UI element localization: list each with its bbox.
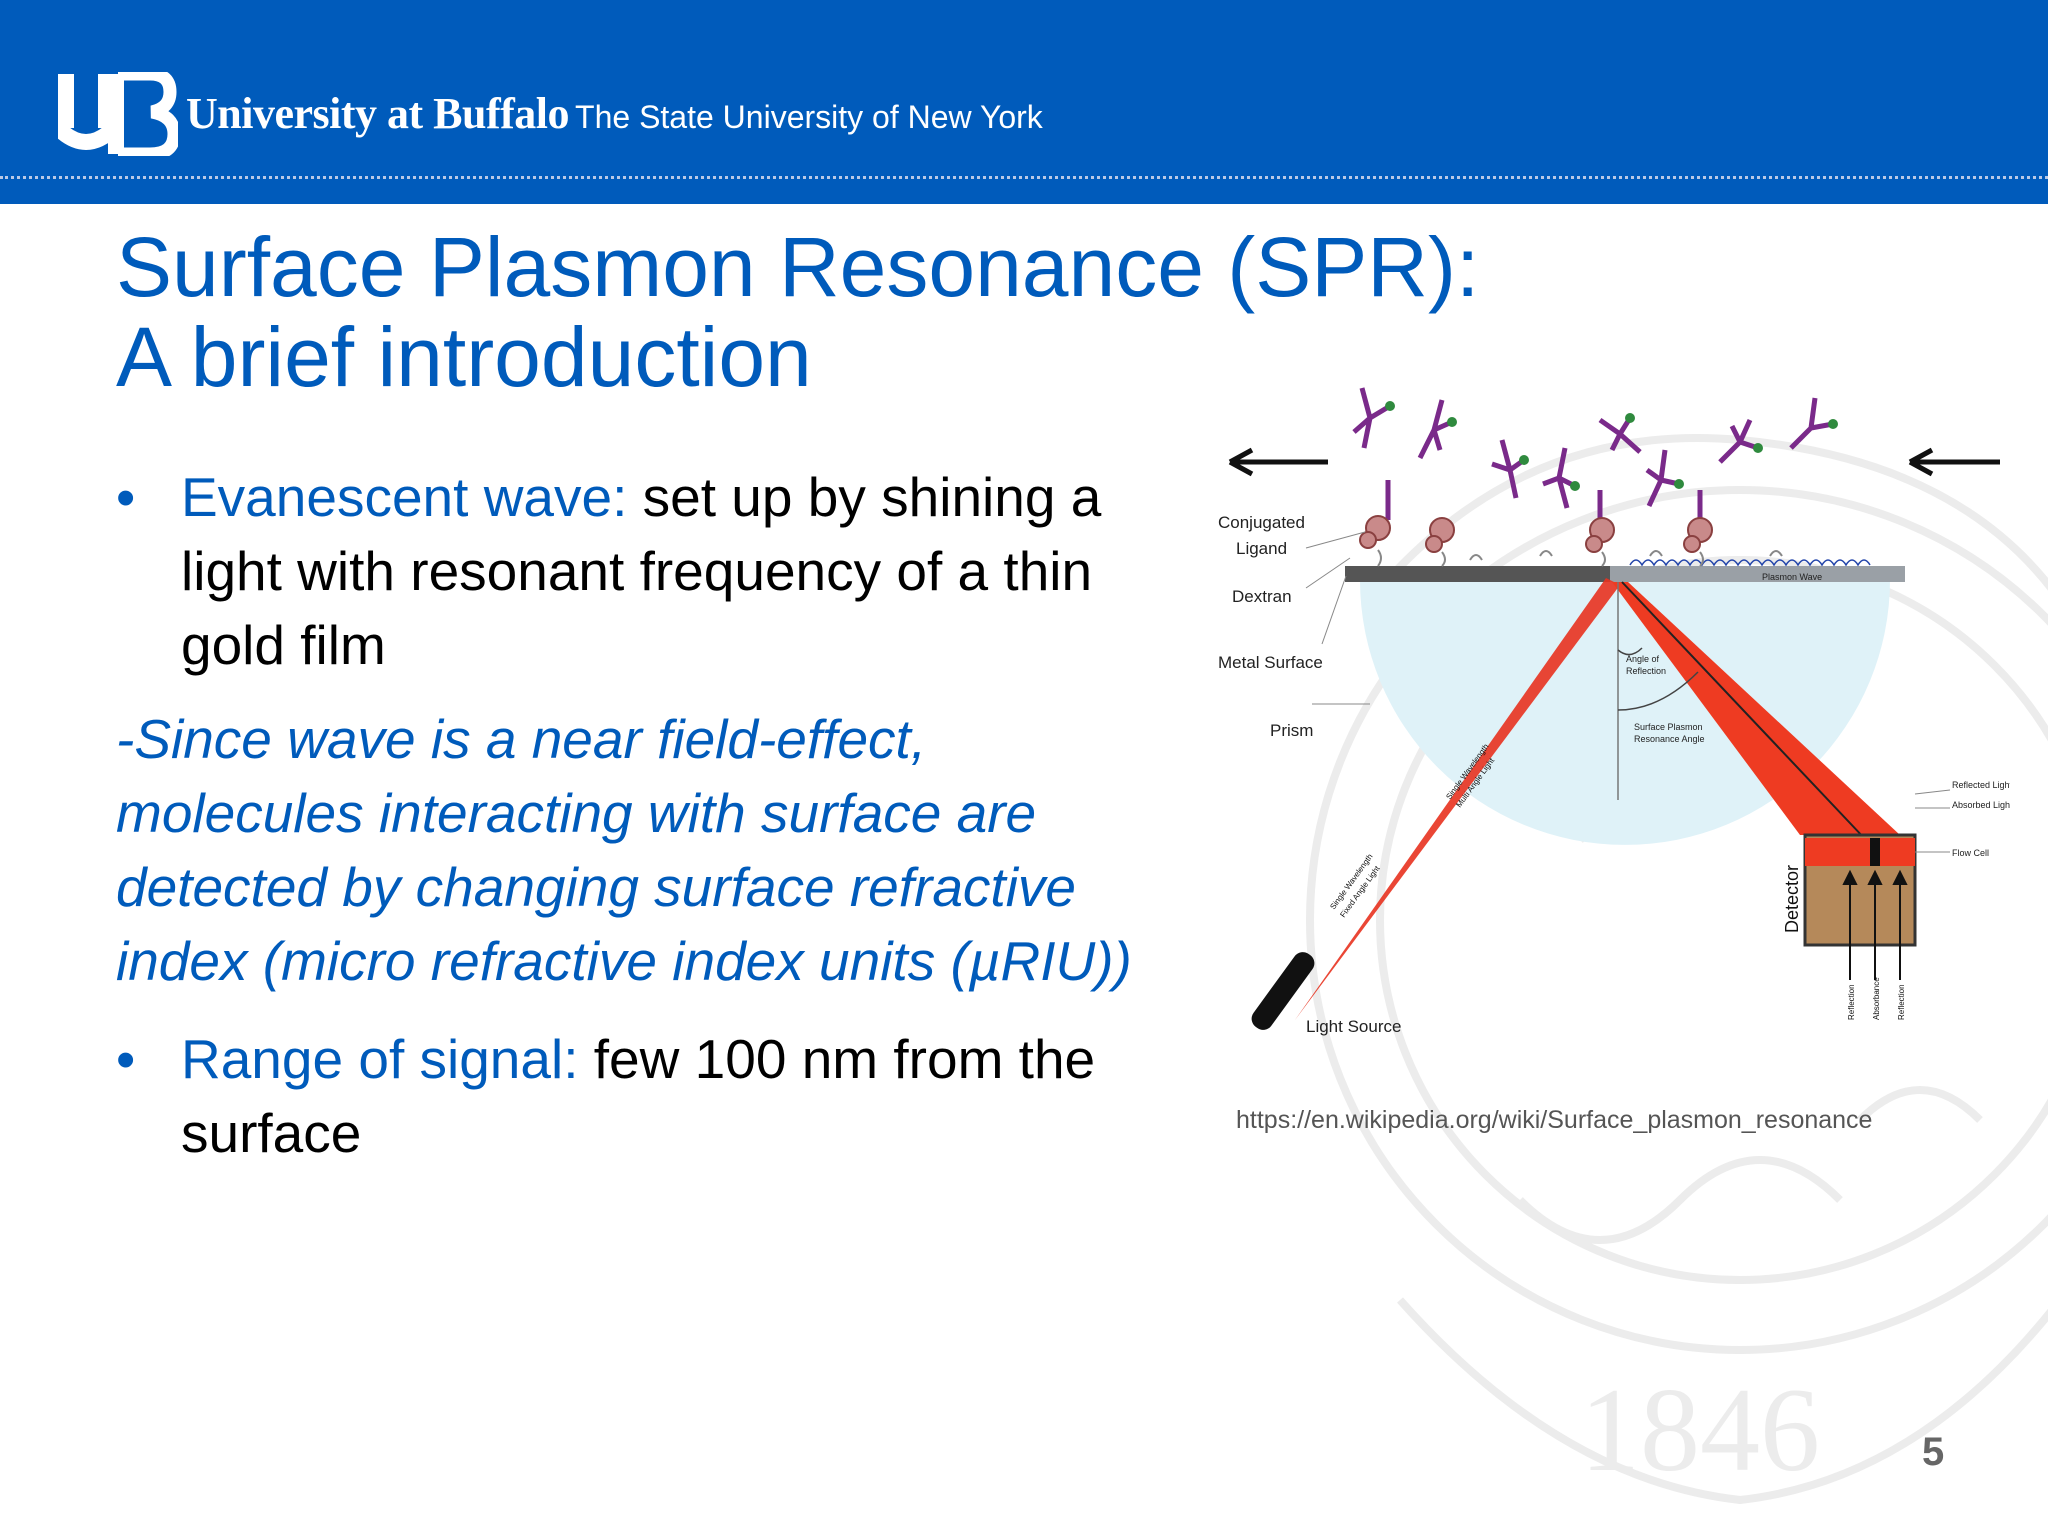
university-seal-watermark-icon: 1846 (1306, 434, 2048, 1505)
light-source-icon (1251, 952, 1315, 1030)
conjugated-ligand-icons (1359, 515, 1713, 553)
label-conjugated: Conjugated (1218, 513, 1305, 532)
header-bar: University at Buffalo The State Universit… (0, 0, 2048, 204)
bullet-dot-icon: • (116, 466, 136, 528)
label-light-source: Light Source (1306, 1017, 1401, 1036)
source-url-caption: https://en.wikipedia.org/wiki/Surface_pl… (1236, 1106, 1873, 1134)
label-prism: Prism (1270, 721, 1313, 740)
slide-content: • Evanescent wave: set up by shining a li… (116, 460, 1146, 1170)
near-field-note: -Since wave is a near field-effect, mole… (116, 708, 1132, 992)
label-arrow-reflection: Reflection (1847, 984, 1856, 1020)
label-absorbed-light: Absorbed Light (1952, 800, 2010, 810)
watermark-year: 1846 (1580, 1363, 1820, 1496)
brand-subtitle: The State University of New York (575, 99, 1043, 135)
bullet-lead: Evanescent wave: (181, 466, 628, 528)
label-reflection: Reflection (1626, 666, 1666, 676)
slide-title-line-2: A brief introduction (116, 310, 812, 404)
bullet-range-of-signal: • Range of signal: few 100 nm from the su… (116, 1022, 1146, 1170)
detector-arrow-icons (1842, 869, 1908, 980)
label-metal-surface: Metal Surface (1218, 653, 1323, 672)
label-ligand: Ligand (1236, 539, 1287, 558)
bullet-dot-icon: • (116, 1028, 136, 1090)
brand-name: University at Buffalo (186, 89, 570, 138)
label-detector: Detector (1782, 865, 1802, 933)
reflected-ray-line (1621, 581, 1867, 841)
brand-text: University at Buffalo The State Universit… (186, 88, 1043, 139)
dextran-chain-icons (1377, 549, 1783, 567)
label-arrow-reflection-2: Reflection (1897, 984, 1906, 1020)
left-arrow-icon (1228, 447, 1328, 477)
label-reflected-light: Reflected Light (1952, 780, 2010, 790)
ub-logo-icon (58, 72, 178, 156)
reflected-beam (1612, 582, 1900, 835)
bullet-text: set up by shining a light with resonant … (181, 466, 1102, 676)
slide-title: Surface Plasmon Resonance (SPR): A brief… (116, 222, 1479, 402)
label-surface-plasmon: Surface Plasmon (1634, 722, 1703, 732)
bullet-text: few 100 nm from the surface (181, 1028, 1096, 1164)
label-plasmon-wave: Plasmon Wave (1762, 572, 1822, 582)
plasmon-wave-icon (1629, 559, 1871, 567)
incident-beam (1295, 578, 1620, 1020)
page-number: 5 (1922, 1430, 1945, 1474)
label-flow-cell: Flow Cell (1952, 848, 1989, 858)
label-dextran: Dextran (1232, 587, 1292, 606)
antibody-molecule-icons (1352, 387, 1834, 530)
label-arrow-absorbance: Absorbance (1872, 977, 1881, 1020)
prism-icon (1360, 580, 1890, 845)
header-dotted-divider (0, 176, 2048, 179)
antibody-binding-site-icons (1385, 401, 1838, 491)
slide-title-line-1: Surface Plasmon Resonance (SPR): (116, 220, 1480, 314)
label-angle-of: Angle of (1626, 654, 1660, 664)
bullet-evanescent-wave: • Evanescent wave: set up by shining a li… (116, 460, 1146, 682)
right-arrow-icon (1908, 447, 2000, 477)
spr-diagram: Plasmon Wave (1218, 387, 2010, 1036)
bullet-lead: Range of signal: (181, 1028, 579, 1090)
label-resonance-angle: Resonance Angle (1634, 734, 1705, 744)
